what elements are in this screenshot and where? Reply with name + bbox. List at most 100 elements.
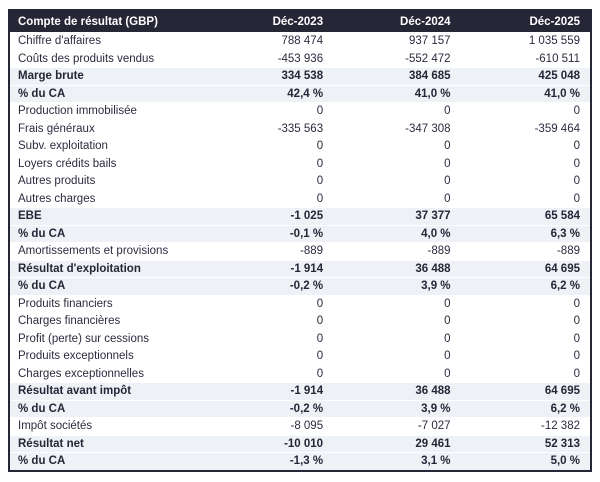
cell-value: 64 695 [460,382,591,400]
cell-value: -10 010 [197,434,334,453]
header-row: Compte de résultat (GBP) Déc-2023 Déc-20… [9,10,591,33]
cell-value: 65 584 [460,207,591,225]
column-header-dec-2023: Déc-2023 [197,10,334,33]
cell-value: 29 461 [333,434,461,453]
cell-value: 937 157 [333,32,461,50]
row-label: Loyers crédits bails [9,154,198,173]
table-row: Autres charges 0 0 0 [9,189,591,208]
table-row: Profit (perte) sur cessions 0 0 0 [9,329,591,348]
cell-value: 0 [197,364,334,383]
cell-value: 6,3 % [460,224,591,243]
cell-value: -8 095 [197,417,334,435]
cell-value: 36 488 [333,259,461,278]
cell-value: 334 538 [197,67,334,85]
table-row: Marge brute 334 538 384 685 425 048 [9,67,591,85]
row-label: Charges exceptionnelles [9,364,198,383]
row-label: Marge brute [9,67,198,85]
cell-value: 0 [197,102,334,120]
cell-value: 64 695 [460,259,591,278]
cell-value: -889 [333,242,461,260]
table-title: Compte de résultat (GBP) [9,10,198,33]
table-row: Chiffre d'affaires 788 474 937 157 1 035 55… [9,32,591,50]
row-label: Charges financières [9,312,198,330]
cell-value: 0 [460,172,591,190]
cell-value: 37 377 [333,207,461,225]
row-label: % du CA [9,224,198,243]
cell-value: 4,0 % [333,224,461,243]
cell-value: 3,9 % [333,399,461,418]
cell-value: -359 464 [460,119,591,138]
table-row: Autres produits 0 0 0 [9,172,591,190]
cell-value: 0 [460,364,591,383]
cell-value: 52 313 [460,434,591,453]
cell-value: 0 [197,172,334,190]
cell-value: 0 [197,189,334,208]
cell-value: 6,2 % [460,399,591,418]
cell-value: -347 308 [333,119,461,138]
table-row: Charges financières 0 0 0 [9,312,591,330]
cell-value: 0 [333,364,461,383]
cell-value: 0 [460,347,591,365]
cell-value: 41,0 % [460,84,591,103]
column-header-dec-2025: Déc-2025 [460,10,591,33]
table-row: % du CA 42,4 % 41,0 % 41,0 % [9,84,591,103]
cell-value: 384 685 [333,67,461,85]
cell-value: 0 [460,137,591,155]
column-header-dec-2024: Déc-2024 [333,10,461,33]
cell-value: -453 936 [197,49,334,68]
cell-value: 0 [460,102,591,120]
cell-value: 425 048 [460,67,591,85]
row-label: Chiffre d'affaires [9,32,198,50]
table-row: % du CA -0,2 % 3,9 % 6,2 % [9,277,591,295]
cell-value: 0 [460,189,591,208]
row-label: Résultat net [9,434,198,453]
table-row: Impôt sociétés -8 095 -7 027 -12 382 [9,417,591,435]
cell-value: -7 027 [333,417,461,435]
cell-value: 0 [460,329,591,348]
table-row: Coûts des produits vendus -453 936 -552 47… [9,49,591,68]
row-label: % du CA [9,84,198,103]
row-label: % du CA [9,277,198,295]
cell-value: -1 025 [197,207,334,225]
cell-value: -335 563 [197,119,334,138]
cell-value: 0 [333,154,461,173]
cell-value: 0 [333,102,461,120]
row-label: Produits exceptionnels [9,347,198,365]
cell-value: 36 488 [333,382,461,400]
cell-value: 0 [197,329,334,348]
table-row: Charges exceptionnelles 0 0 0 [9,364,591,383]
table-row: % du CA -0,2 % 3,9 % 6,2 % [9,399,591,418]
cell-value: 0 [197,312,334,330]
cell-value: -0,2 % [197,399,334,418]
cell-value: -889 [197,242,334,260]
cell-value: -610 511 [460,49,591,68]
cell-value: -12 382 [460,417,591,435]
cell-value: 41,0 % [333,84,461,103]
cell-value: -0,2 % [197,277,334,295]
cell-value: 3,9 % [333,277,461,295]
table-row: Résultat avant impôt -1 914 36 488 64 695 [9,382,591,400]
table-row: Résultat net -10 010 29 461 52 313 [9,434,591,453]
row-label: Production immobilisée [9,102,198,120]
row-label: Résultat avant impôt [9,382,198,400]
cell-value: -0,1 % [197,224,334,243]
cell-value: -552 472 [333,49,461,68]
cell-value: 0 [333,172,461,190]
cell-value: 3,1 % [333,452,461,471]
cell-value: 0 [460,294,591,313]
row-label: Résultat d'exploitation [9,259,198,278]
cell-value: -889 [460,242,591,260]
row-label: Produits financiers [9,294,198,313]
cell-value: -1 914 [197,259,334,278]
table-row: Subv. exploitation 0 0 0 [9,137,591,155]
cell-value: 0 [197,294,334,313]
cell-value: 0 [197,347,334,365]
row-label: Coûts des produits vendus [9,49,198,68]
table-body: Chiffre d'affaires 788 474 937 157 1 035 55… [9,32,591,471]
cell-value: 1 035 559 [460,32,591,50]
row-label: Autres charges [9,189,198,208]
cell-value: 0 [333,294,461,313]
cell-value: 0 [197,154,334,173]
table-row: Frais généraux -335 563 -347 308 -359 464 [9,119,591,138]
